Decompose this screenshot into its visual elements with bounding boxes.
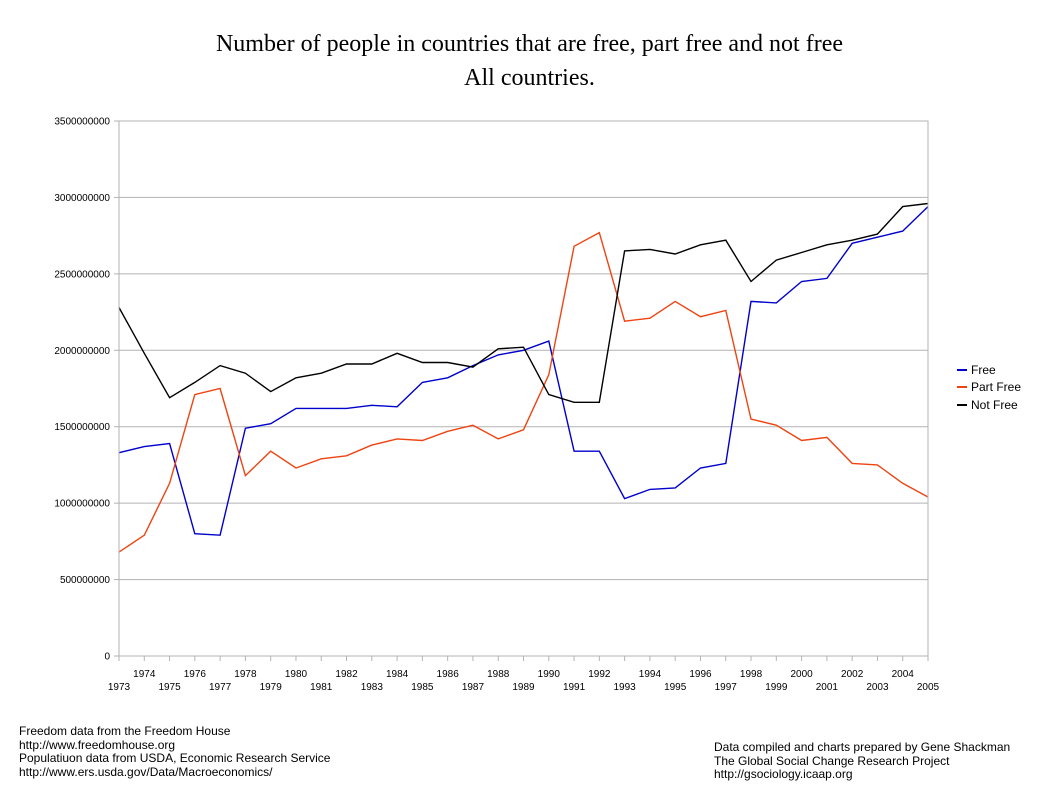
x-tick-label: 1976	[184, 669, 207, 680]
legend: Free Part Free Not Free	[957, 361, 1021, 414]
x-tick-label: 2000	[790, 669, 813, 680]
x-tick-label: 1974	[133, 669, 156, 680]
x-tick-label: 1991	[563, 682, 586, 693]
x-tick-label: 1978	[234, 669, 257, 680]
x-tick-label: 2003	[866, 682, 889, 693]
x-tick-label: 1989	[512, 682, 535, 693]
legend-swatch	[957, 386, 967, 389]
x-tick-label: 2002	[841, 669, 864, 680]
x-tick-label: 1996	[689, 669, 712, 680]
x-tick-label: 1977	[209, 682, 232, 693]
x-tick-label: 1979	[260, 682, 283, 693]
plot-area-frame	[118, 120, 929, 657]
x-tick-label: 1999	[765, 682, 788, 693]
legend-item-not-free: Not Free	[957, 396, 1021, 414]
y-tick-label: 1000000000	[54, 499, 110, 510]
x-tick-label: 1981	[310, 682, 333, 693]
legend-swatch	[957, 403, 967, 406]
x-tick-label: 1987	[462, 682, 485, 693]
credit-note: Data compiled and charts prepared by Gen…	[714, 740, 1011, 781]
legend-label: Part Free	[971, 380, 1022, 395]
x-tick-label: 1983	[361, 682, 384, 693]
series-line-not-free	[118, 202, 929, 403]
x-tick-label: 1994	[639, 669, 662, 680]
legend-item-part-free: Part Free	[957, 379, 1021, 397]
x-tick-label: 1990	[538, 669, 561, 680]
y-tick-label: 0	[104, 652, 110, 663]
series-line-part-free	[118, 231, 929, 553]
x-tick-label: 1986	[437, 669, 460, 680]
x-tick-label: 1997	[715, 682, 738, 693]
y-tick-label: 3500000000	[54, 117, 110, 128]
legend-label: Not Free	[971, 397, 1018, 412]
y-tick-label: 3000000000	[54, 193, 110, 204]
chart-subtitle: All countries.	[464, 65, 595, 91]
legend-label: Free	[971, 362, 996, 377]
x-tick-label: 1985	[411, 682, 434, 693]
chart-title: Number of people in countries that are f…	[215, 31, 844, 57]
series-line-free	[118, 206, 929, 536]
x-tick-label: 1984	[386, 669, 409, 680]
x-tick-label: 1998	[740, 669, 763, 680]
legend-item-free: Free	[957, 361, 1021, 379]
y-tick-label: 1500000000	[54, 422, 110, 433]
x-tick-label: 1975	[158, 682, 181, 693]
x-tick-label: 1982	[335, 669, 358, 680]
y-tick-label: 2500000000	[54, 269, 110, 280]
x-tick-label: 1993	[614, 682, 637, 693]
y-tick-label: 2000000000	[54, 346, 110, 357]
legend-swatch	[957, 368, 967, 371]
x-tick-label: 2001	[816, 682, 839, 693]
x-tick-label: 1988	[487, 669, 510, 680]
x-tick-label: 1992	[588, 669, 611, 680]
y-tick-label: 500000000	[60, 575, 110, 586]
x-tick-label: 1973	[108, 682, 131, 693]
x-tick-label: 1995	[664, 682, 687, 693]
source-note: Freedom data from the Freedom House http…	[19, 724, 331, 779]
x-tick-label: 2004	[892, 669, 915, 680]
x-tick-label: 2005	[917, 682, 940, 693]
x-tick-label: 1980	[285, 669, 308, 680]
